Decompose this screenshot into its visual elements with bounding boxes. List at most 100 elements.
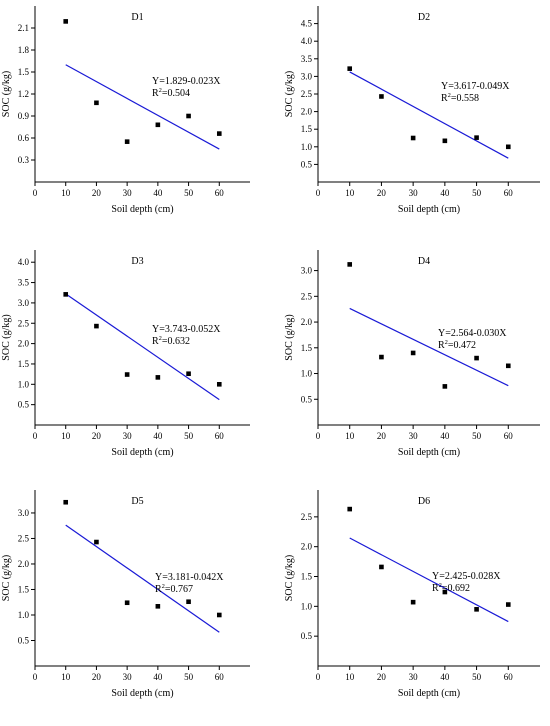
regression-equation: Y=3.617-0.049X: [441, 81, 510, 92]
data-point: [216, 131, 222, 136]
regression-line: [349, 537, 509, 623]
regression-line: [65, 64, 220, 150]
r-squared-value: =0.767: [165, 584, 193, 595]
data-point: [155, 122, 161, 128]
x-tick-label: 50: [184, 188, 194, 198]
y-tick-label: 0.5: [18, 400, 30, 410]
y-tick-label: 2.0: [18, 559, 30, 569]
r-squared-value: =0.558: [451, 93, 479, 104]
data-point: [94, 100, 99, 106]
x-tick-label: 40: [153, 188, 163, 198]
x-tick-label: 0: [316, 672, 321, 682]
x-axis-label: Soil depth (cm): [111, 447, 173, 458]
y-tick-label: 1.0: [18, 379, 30, 389]
data-point: [216, 382, 222, 387]
y-tick-label: 2.0: [301, 107, 313, 117]
y-tick-label: 1.0: [301, 601, 313, 611]
x-tick-label: 30: [409, 188, 419, 198]
x-tick-label: 30: [409, 431, 419, 441]
x-tick-label: 30: [123, 672, 133, 682]
x-tick-label: 10: [61, 672, 71, 682]
x-tick-label: 50: [184, 431, 194, 441]
y-tick-label: 1.5: [18, 584, 30, 594]
y-axis-label: SOC (g/kg): [284, 314, 295, 360]
data-point: [474, 135, 479, 140]
r-squared-label: R2=0.767: [155, 583, 193, 595]
r-squared-symbol: R: [438, 340, 445, 351]
y-axis-label: SOC (g/kg): [284, 555, 295, 601]
x-tick-label: 50: [184, 672, 194, 682]
x-tick-label: 40: [153, 431, 163, 441]
y-tick-label: 4.5: [301, 19, 313, 29]
x-tick-label: 10: [61, 188, 71, 198]
data-point: [186, 371, 191, 377]
y-tick-label: 0.5: [301, 159, 313, 169]
y-tick-label: 1.0: [301, 142, 313, 152]
y-tick-label: 0.5: [301, 394, 313, 404]
panel-title: D3: [131, 256, 143, 267]
panel-title: D1: [131, 12, 143, 23]
r-squared-label: R2=0.504: [152, 87, 190, 99]
x-tick-label: 10: [61, 431, 71, 441]
x-tick-label: 60: [504, 188, 514, 198]
data-point: [155, 375, 161, 380]
data-point: [63, 292, 69, 297]
y-axis-label: SOC (g/kg): [1, 71, 12, 117]
data-point: [379, 94, 384, 99]
y-axis-label: SOC (g/kg): [284, 71, 295, 117]
x-tick-label: 50: [472, 672, 482, 682]
regression-equation: Y=3.743-0.052X: [152, 324, 221, 335]
x-axis-label: Soil depth (cm): [111, 204, 173, 215]
x-tick-label: 40: [153, 672, 163, 682]
panel-title: D4: [418, 256, 430, 267]
data-point: [63, 499, 69, 505]
r-squared-value: =0.632: [162, 336, 190, 347]
y-tick-label: 2.0: [18, 339, 30, 349]
data-point: [442, 138, 448, 144]
r-squared-label: R2=0.632: [152, 335, 190, 347]
chart-panel-d6: 0 10 20 30 40 50 60 0.5 1.0 1.5 2.0 2.5 D6 Soil depth…: [284, 490, 540, 699]
r-squared-value: =0.692: [442, 583, 470, 594]
r-squared-superscript: 2: [159, 335, 162, 342]
regression-line: [65, 524, 220, 633]
data-point: [124, 139, 130, 144]
y-tick-label: 3.0: [301, 71, 313, 81]
y-tick-label: 1.5: [18, 67, 30, 77]
x-tick-label: 0: [33, 188, 38, 198]
x-tick-label: 0: [316, 431, 321, 441]
x-tick-label: 40: [440, 672, 450, 682]
panel-title: D6: [418, 496, 430, 507]
y-tick-label: 2.5: [301, 89, 313, 99]
data-point: [94, 539, 99, 545]
data-point: [124, 372, 130, 377]
x-tick-label: 50: [472, 188, 482, 198]
y-tick-label: 2.5: [18, 533, 30, 543]
data-point: [410, 599, 416, 605]
x-tick-label: 10: [345, 431, 355, 441]
y-tick-label: 0.3: [18, 155, 30, 165]
y-tick-label: 2.5: [301, 512, 313, 522]
x-tick-label: 20: [377, 431, 387, 441]
x-tick-label: 0: [33, 672, 38, 682]
data-point: [505, 363, 511, 369]
x-tick-label: 40: [440, 188, 450, 198]
data-point: [63, 19, 69, 24]
x-axis-label: Soil depth (cm): [398, 447, 460, 458]
data-point: [124, 600, 130, 606]
y-tick-label: 2.0: [301, 542, 313, 552]
x-tick-label: 20: [92, 431, 102, 441]
data-point: [505, 602, 511, 607]
x-tick-label: 20: [92, 672, 102, 682]
x-tick-label: 10: [345, 188, 355, 198]
y-tick-label: 0.6: [18, 133, 30, 143]
y-tick-label: 2.5: [301, 291, 313, 301]
r-squared-symbol: R: [432, 583, 439, 594]
data-point: [94, 323, 99, 329]
data-point: [155, 604, 161, 609]
x-tick-label: 20: [377, 188, 387, 198]
r-squared-value: =0.504: [162, 88, 190, 99]
x-tick-label: 10: [345, 672, 355, 682]
x-tick-label: 40: [440, 431, 450, 441]
data-point: [186, 113, 191, 119]
